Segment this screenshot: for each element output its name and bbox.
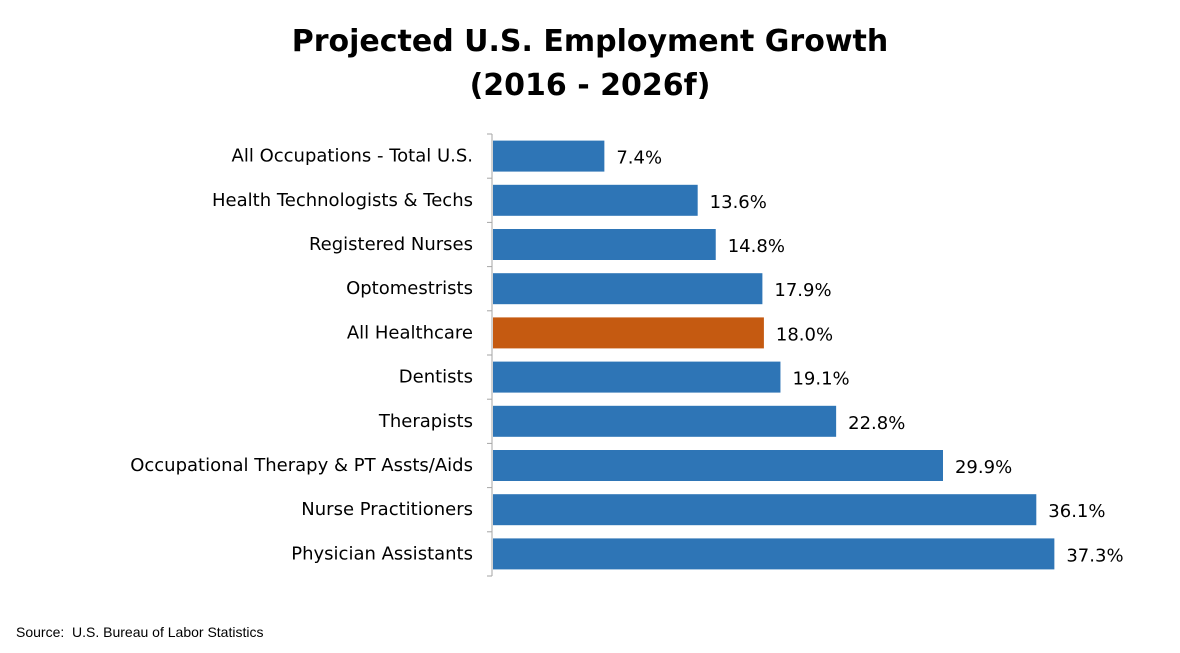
bar (493, 229, 716, 260)
data-label: 19.1% (792, 369, 849, 390)
chart-subtitle-line: (2016 - 2026f) (469, 68, 711, 103)
data-label: 37.3% (1066, 545, 1123, 566)
data-label: 36.1% (1048, 501, 1105, 522)
data-label: 13.6% (710, 192, 767, 213)
data-label: 7.4% (616, 148, 662, 169)
chart-title: Projected U.S. Employment Growth (2016 -… (0, 20, 1180, 108)
bar (493, 273, 763, 305)
data-label: 29.9% (955, 457, 1012, 478)
bar (493, 317, 764, 349)
bar (493, 184, 698, 216)
category-label: Health Technologists & Techs (212, 190, 473, 211)
bars-layer (493, 140, 1055, 570)
category-label: All Occupations - Total U.S. (232, 146, 473, 167)
category-label: All Healthcare (347, 322, 473, 343)
data-label: 14.8% (728, 236, 785, 257)
category-label: Registered Nurses (309, 234, 473, 255)
bar (493, 494, 1037, 526)
category-label: Nurse Practitioners (301, 499, 473, 520)
data-label: 18.0% (776, 324, 833, 345)
category-label: Occupational Therapy & PT Assts/Aids (130, 455, 473, 476)
category-label: Dentists (399, 367, 473, 388)
axis-layer (487, 133, 493, 577)
bar (493, 538, 1055, 570)
labels-layer: All Occupations - Total U.S. 7.4% Health T… (130, 146, 1123, 567)
data-label: 22.8% (848, 413, 905, 434)
category-label: Optomestrists (346, 278, 473, 299)
bar (493, 361, 781, 393)
chart-title-line: Projected U.S. Employment Growth (291, 24, 889, 59)
source-note: Source: U.S. Bureau of Labor Statistics (16, 624, 264, 640)
bar (493, 450, 943, 481)
bar (493, 140, 605, 172)
bar (493, 405, 837, 437)
category-label: Therapists (378, 411, 473, 432)
data-label: 17.9% (774, 280, 831, 301)
category-label: Physician Assistants (291, 543, 473, 564)
